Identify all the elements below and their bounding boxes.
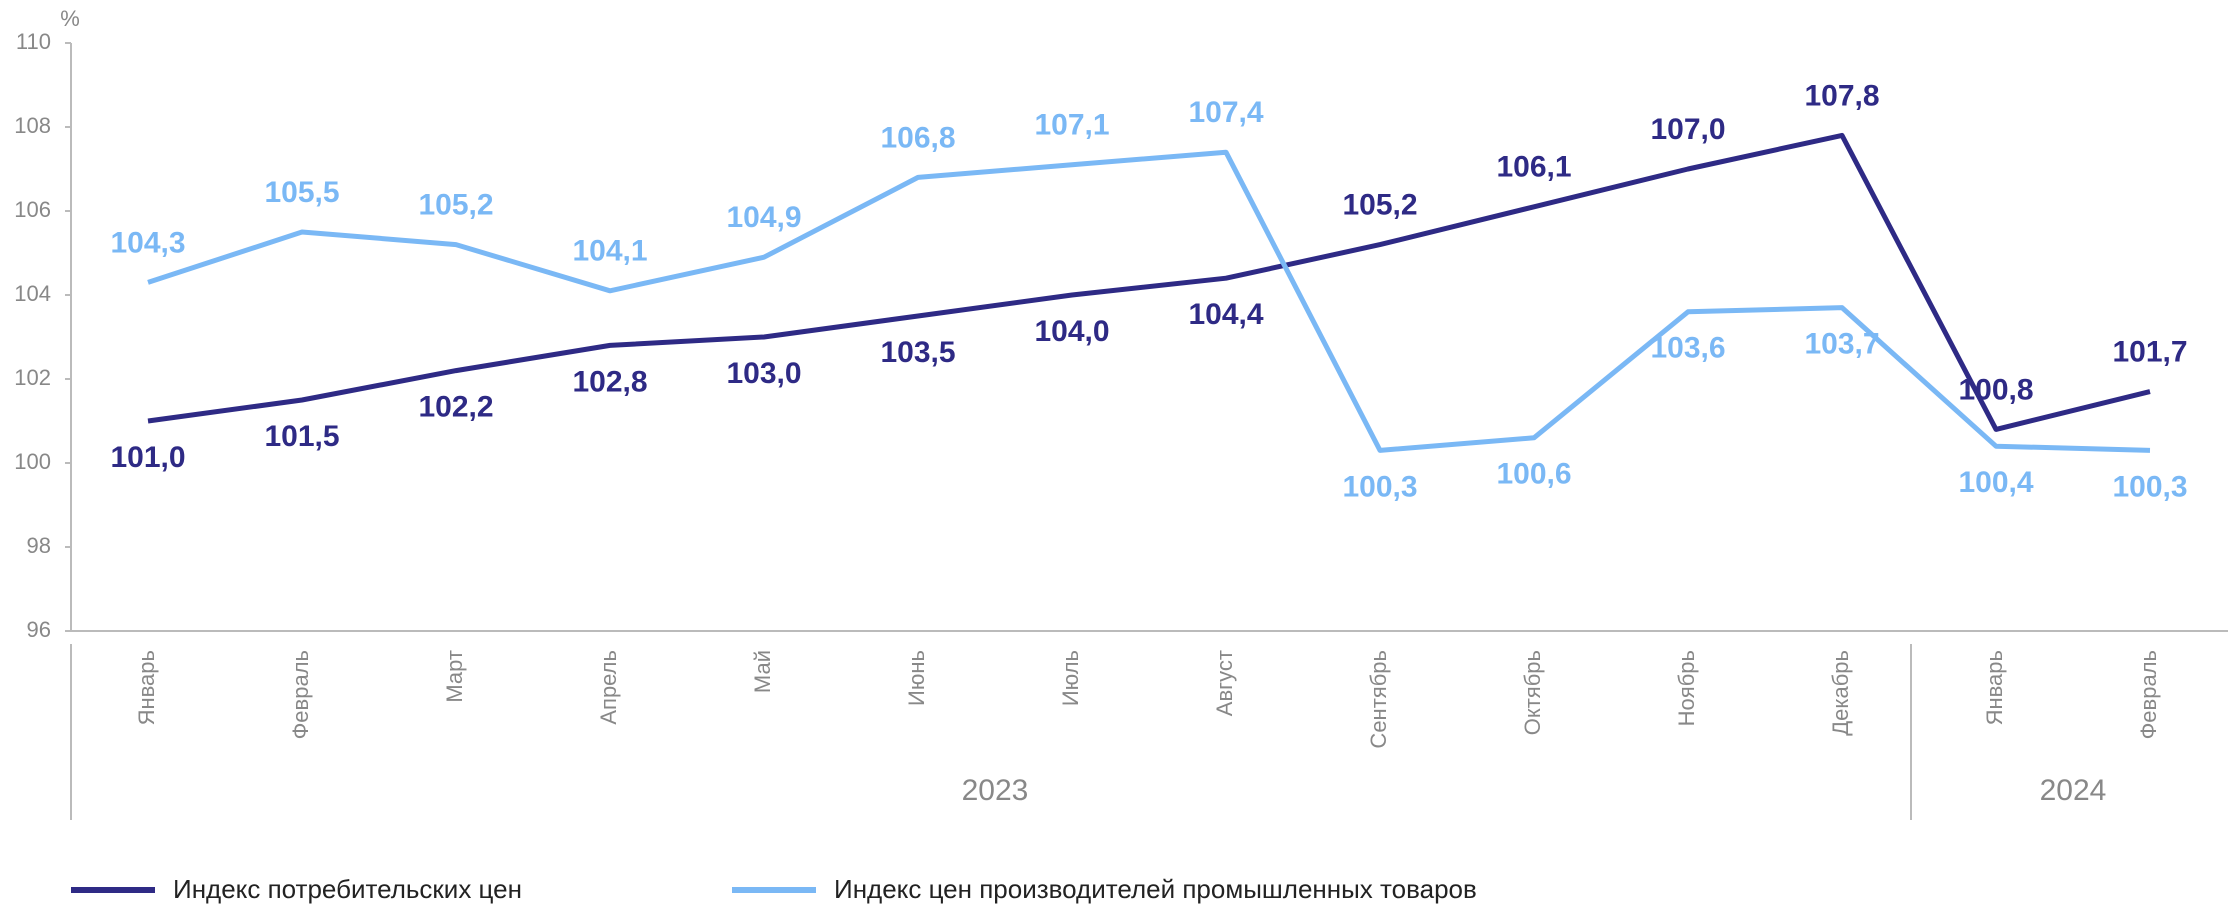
data-label: 102,2 xyxy=(418,391,493,424)
data-label: 100,8 xyxy=(1958,373,2033,406)
data-label: 106,8 xyxy=(880,121,955,154)
data-label: 104,4 xyxy=(1188,298,1263,331)
data-label: 103,7 xyxy=(1804,328,1879,361)
data-label: 100,3 xyxy=(1342,470,1417,503)
data-label: 100,6 xyxy=(1496,458,1571,491)
x-tick-label: Февраль xyxy=(288,650,313,739)
series-line xyxy=(147,149,2151,453)
x-tick-label: Сентябрь xyxy=(1366,650,1391,749)
y-tick-label: 96 xyxy=(27,617,51,642)
data-label: 105,2 xyxy=(418,189,493,222)
data-label: 104,9 xyxy=(726,201,801,234)
y-tick-label: 98 xyxy=(27,533,51,558)
legend-label: Индекс цен производителей промышленных т… xyxy=(834,874,1477,904)
x-tick-label: Март xyxy=(442,650,467,703)
data-label: 100,4 xyxy=(1958,466,2033,499)
x-tick-label: Май xyxy=(750,650,775,693)
x-tick-label: Ноябрь xyxy=(1674,650,1699,726)
y-tick-label: 102 xyxy=(14,365,51,390)
data-label: 107,1 xyxy=(1034,109,1109,142)
x-tick-label: Август xyxy=(1212,650,1237,716)
x-tick-label: Январь xyxy=(134,650,159,725)
y-tick-label: 110 xyxy=(16,29,51,54)
data-label: 100,3 xyxy=(2112,470,2187,503)
data-label: 103,0 xyxy=(726,357,801,390)
data-label: 103,5 xyxy=(880,336,955,369)
data-label: 107,4 xyxy=(1188,96,1263,129)
data-label: 104,1 xyxy=(572,235,647,268)
y-tick-label: 100 xyxy=(14,449,51,474)
x-tick-label: Февраль xyxy=(2136,650,2161,739)
x-tick-label: Декабрь xyxy=(1828,650,1853,736)
x-tick-label: Апрель xyxy=(596,650,621,725)
data-label: 103,6 xyxy=(1650,332,1725,365)
data-label: 101,7 xyxy=(2112,336,2187,369)
data-label: 105,5 xyxy=(264,176,339,209)
group-label: 2023 xyxy=(962,774,1029,807)
data-label: 105,2 xyxy=(1342,189,1417,222)
data-label: 106,1 xyxy=(1496,151,1571,184)
x-tick-label: Октябрь xyxy=(1520,650,1545,735)
x-tick-label: Июль xyxy=(1058,650,1083,706)
data-label: 101,0 xyxy=(110,441,185,474)
legend-label: Индекс потребительских цен xyxy=(173,874,522,904)
group-label: 2024 xyxy=(2040,774,2107,807)
y-unit-label: % xyxy=(60,6,80,31)
data-label: 107,0 xyxy=(1650,113,1725,146)
x-tick-label: Январь xyxy=(1982,650,2007,725)
data-label: 104,0 xyxy=(1034,315,1109,348)
y-tick-label: 106 xyxy=(14,197,51,222)
series-line xyxy=(147,132,2151,432)
data-label: 104,3 xyxy=(110,226,185,259)
data-label: 107,8 xyxy=(1804,79,1879,112)
y-tick-label: 104 xyxy=(14,281,51,306)
data-label: 102,8 xyxy=(572,365,647,398)
data-label: 101,5 xyxy=(264,420,339,453)
y-tick-label: 108 xyxy=(14,113,51,138)
x-tick-label: Июнь xyxy=(904,650,929,706)
